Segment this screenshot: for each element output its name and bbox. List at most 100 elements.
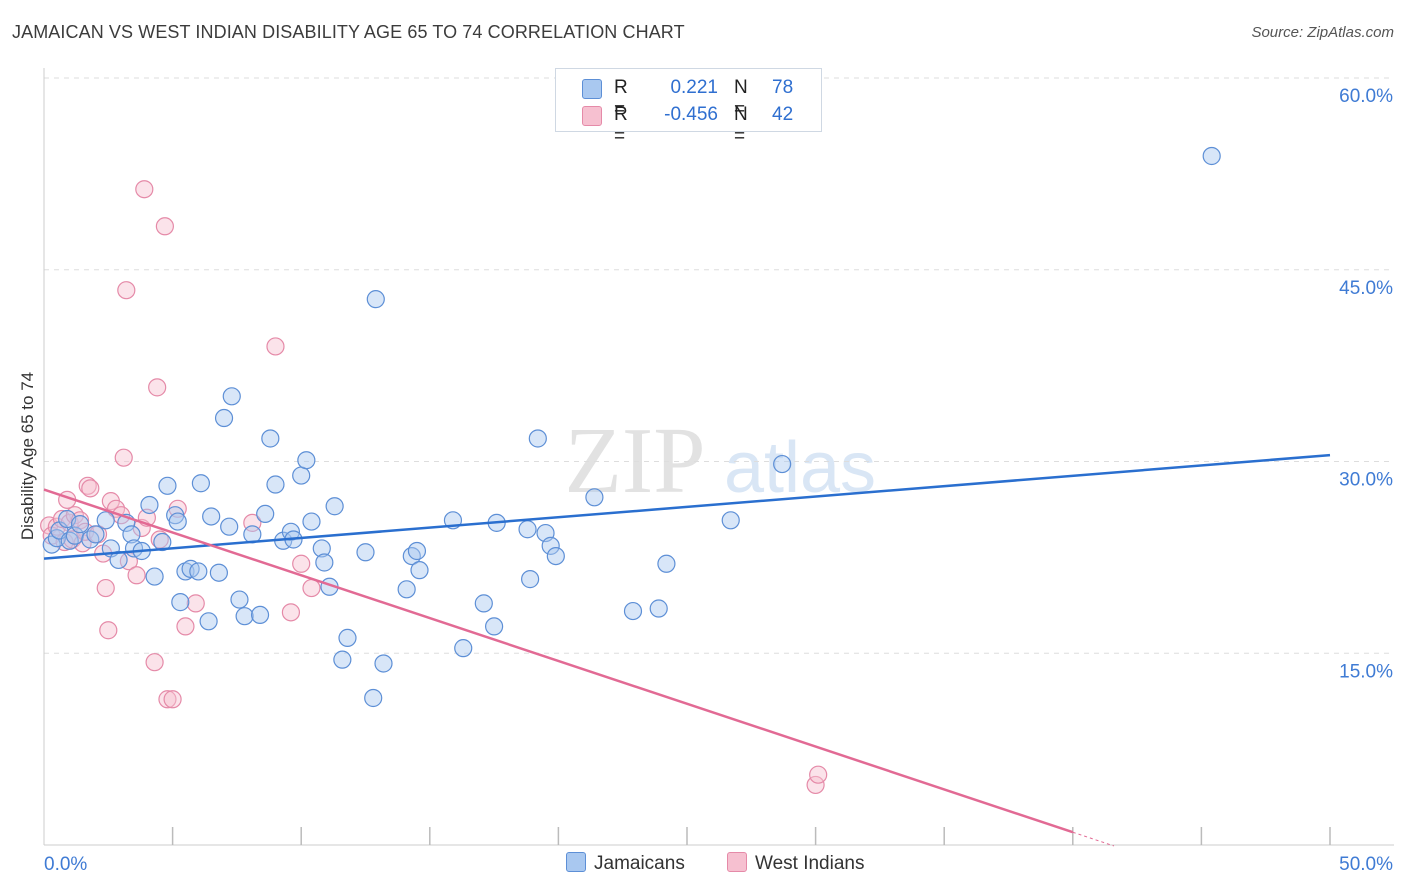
jamaicans-point <box>338 628 357 648</box>
west-indians-point <box>158 690 177 709</box>
jamaicans-point <box>333 650 352 669</box>
west-indians-trendline-extension <box>1072 831 1115 847</box>
jamaicans-point <box>518 520 537 539</box>
jamaicans-point <box>721 511 740 530</box>
jamaicans-point <box>171 593 190 612</box>
jamaicans-point <box>250 605 270 625</box>
jamaicans-trendline <box>43 453 1331 560</box>
jamaicans-point <box>1202 146 1221 166</box>
jamaicans-point <box>623 601 643 621</box>
west-indians-point <box>809 765 828 784</box>
pink-swatch <box>582 106 602 126</box>
jamaicans-point <box>541 536 560 555</box>
jamaicans-point <box>366 290 385 309</box>
legend-n-value: 42 <box>772 104 794 125</box>
west-indians-point <box>150 530 169 549</box>
jamaicans-point <box>209 563 228 582</box>
jamaicans-point <box>402 546 421 566</box>
jamaicans-point <box>474 594 493 613</box>
jamaicans-point <box>189 562 208 581</box>
y-tick-label: 15.0% <box>1339 661 1393 682</box>
west-indians-point <box>176 617 195 636</box>
grid <box>44 77 1394 654</box>
jamaicans-point <box>374 654 393 673</box>
x-tick-label-min: 0.0% <box>44 854 87 875</box>
legend-r-label: R = <box>614 104 628 147</box>
x-ticks <box>171 827 1331 845</box>
west-indians-point <box>292 554 311 573</box>
west-indians-point <box>148 378 167 397</box>
axes <box>43 68 1394 846</box>
jamaicans-point <box>158 476 177 495</box>
jamaicans-point <box>220 517 239 536</box>
west-indians-point <box>145 653 164 672</box>
jamaicans-point <box>153 532 172 552</box>
jamaicans-point <box>297 451 316 470</box>
jamaicans-point <box>546 546 565 566</box>
jamaicans-point <box>230 590 249 609</box>
legend-r-value: 0.221 <box>670 77 718 98</box>
jamaicans-point <box>145 567 164 586</box>
jamaicans-point <box>70 515 90 534</box>
west-indians-point <box>266 337 285 356</box>
jamaicans-point <box>657 554 676 573</box>
west-indians-point <box>99 621 118 640</box>
legend-r-value: -0.456 <box>664 104 718 125</box>
jamaicans-point <box>585 488 604 507</box>
watermark-atlas: atlas <box>724 428 876 508</box>
west-indians-point <box>117 281 136 300</box>
jamaicans-point <box>191 474 210 493</box>
jamaicans-point <box>222 387 241 406</box>
jamaicans-point <box>256 504 275 524</box>
blue-swatch <box>582 79 602 99</box>
jamaicans-point <box>356 543 375 562</box>
chart-title: JAMAICAN VS WEST INDIAN DISABILITY AGE 6… <box>12 22 685 42</box>
west-indians-points <box>40 180 828 795</box>
west-indians-point <box>78 476 97 495</box>
legend-n-label: N = <box>734 104 748 147</box>
jamaicans-point <box>60 531 79 550</box>
jamaicans-point <box>302 512 321 531</box>
west-indians-point <box>281 603 301 622</box>
west-indians-point <box>81 479 100 498</box>
legend-label-west-indians: West Indians <box>755 853 865 874</box>
jamaicans-point <box>485 617 504 636</box>
jamaicans-point <box>261 429 280 448</box>
west-indians-point <box>127 566 146 585</box>
jamaicans-point <box>81 530 100 549</box>
jamaicans-point <box>325 497 344 516</box>
x-tick-label-max: 50.0% <box>1339 854 1393 875</box>
jamaicans-swatch <box>566 852 586 872</box>
source-credit: Source: ZipAtlas.com <box>1251 24 1394 41</box>
jamaicans-point <box>202 507 221 526</box>
west-indians-point <box>96 578 115 598</box>
jamaicans-point <box>96 511 115 530</box>
legend-item-jamaicans: Jamaicans <box>566 852 685 875</box>
jamaicans-point <box>521 570 540 589</box>
y-axis-label: Disability Age 65 to 74 <box>18 372 37 540</box>
jamaicans-point <box>649 599 668 618</box>
west-indians-trendline <box>43 488 1074 834</box>
west-indians-swatch <box>727 852 747 872</box>
west-indians-point <box>155 217 174 236</box>
y-tick-label: 60.0% <box>1339 86 1393 107</box>
jamaicans-point <box>86 525 105 544</box>
jamaicans-point <box>168 512 187 531</box>
jamaicans-point <box>528 429 547 448</box>
jamaicans-point <box>410 561 429 580</box>
jamaicans-point <box>176 562 195 581</box>
trendlines <box>43 453 1331 847</box>
jamaicans-point <box>140 495 159 515</box>
jamaicans-point <box>315 553 334 572</box>
west-indians-point <box>302 578 321 598</box>
jamaicans-point <box>397 580 416 599</box>
west-indians-point <box>163 690 182 709</box>
legend-n-label: N = <box>734 77 748 120</box>
y-tick-labels: 15.0% 30.0% 45.0% 60.0% <box>1339 86 1393 682</box>
legend-label-jamaicans: Jamaicans <box>594 853 685 874</box>
y-tick-label: 45.0% <box>1339 278 1393 299</box>
jamaicans-point <box>364 688 383 708</box>
west-indians-point <box>114 448 133 467</box>
jamaicans-point <box>235 607 254 626</box>
jamaicans-point <box>454 639 473 658</box>
